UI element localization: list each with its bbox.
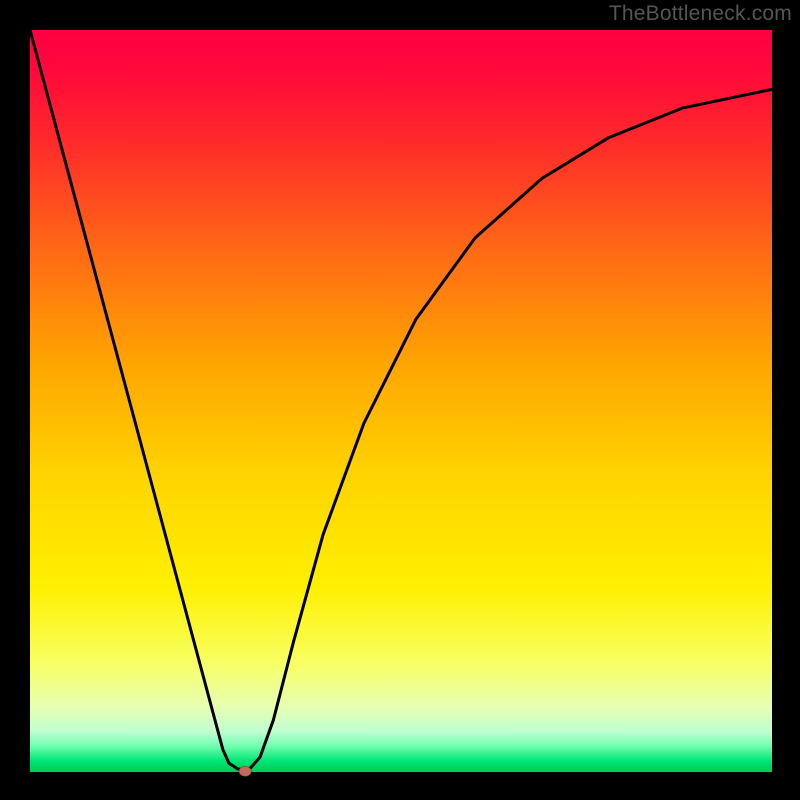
chart-container: TheBottleneck.com [0, 0, 800, 800]
watermark-text: TheBottleneck.com [609, 2, 792, 26]
bottleneck-curve-plot [0, 0, 800, 800]
optimal-point-marker [239, 766, 251, 776]
gradient-background [30, 30, 772, 772]
